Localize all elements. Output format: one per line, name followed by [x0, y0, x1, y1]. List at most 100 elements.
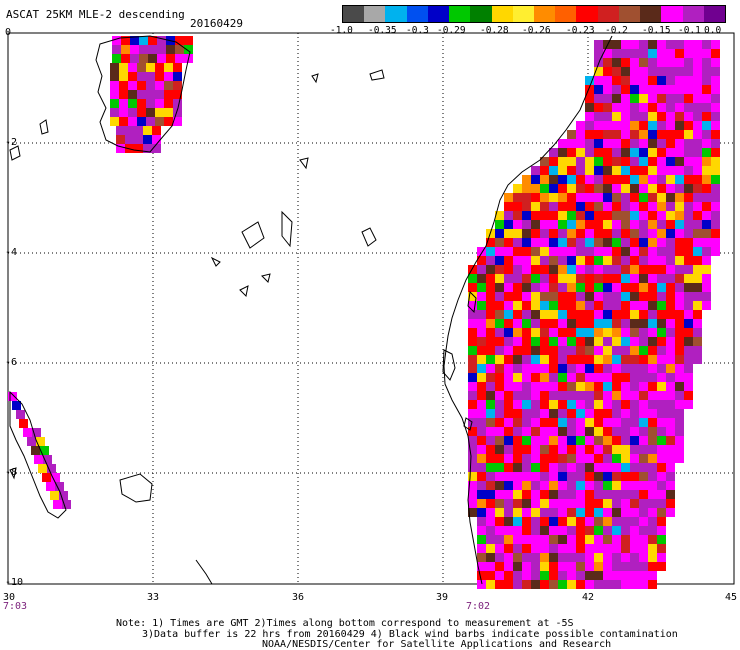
data-cell	[486, 373, 495, 382]
data-cell	[567, 265, 576, 274]
data-cell	[558, 490, 567, 499]
data-cell	[576, 193, 585, 202]
data-cell	[504, 337, 513, 346]
data-cell	[531, 562, 540, 571]
data-cell	[621, 328, 630, 337]
data-cell	[567, 175, 576, 184]
data-cell	[567, 220, 576, 229]
data-cell	[702, 220, 711, 229]
data-cell	[540, 463, 549, 472]
data-cell	[558, 463, 567, 472]
data-cell	[702, 139, 711, 148]
data-cell	[684, 121, 693, 130]
data-cell	[522, 202, 531, 211]
data-cell	[477, 562, 486, 571]
data-cell	[558, 346, 567, 355]
data-cell	[513, 526, 522, 535]
data-cell	[684, 355, 693, 364]
colorbar-swatch	[555, 6, 577, 22]
data-cell	[468, 490, 477, 499]
data-cell	[513, 481, 522, 490]
data-cell	[549, 400, 558, 409]
data-cell	[495, 373, 504, 382]
data-cell	[576, 373, 585, 382]
data-cell	[504, 301, 513, 310]
data-cell	[612, 166, 621, 175]
data-cell	[486, 256, 495, 265]
data-cell	[693, 67, 702, 76]
colorbar-swatch	[703, 6, 725, 22]
data-cell	[173, 81, 182, 90]
data-cell	[513, 256, 522, 265]
data-cell	[468, 292, 477, 301]
data-cell	[558, 499, 567, 508]
data-cell	[639, 193, 648, 202]
data-cell	[657, 193, 666, 202]
data-cell	[468, 346, 477, 355]
data-cell	[612, 310, 621, 319]
data-cell	[38, 464, 47, 473]
data-cell	[522, 490, 531, 499]
data-cell	[657, 121, 666, 130]
data-cell	[43, 455, 52, 464]
data-cell	[576, 220, 585, 229]
data-cell	[513, 211, 522, 220]
data-cell	[585, 391, 594, 400]
data-cell	[621, 166, 630, 175]
data-cell	[549, 283, 558, 292]
data-cell	[639, 103, 648, 112]
data-cell	[468, 391, 477, 400]
data-cell	[567, 400, 576, 409]
data-cell	[648, 76, 657, 85]
data-cell	[585, 526, 594, 535]
data-cell	[513, 454, 522, 463]
data-cell	[603, 148, 612, 157]
data-cell	[531, 364, 540, 373]
data-cell	[112, 45, 121, 54]
data-cell	[711, 103, 720, 112]
data-cell	[594, 391, 603, 400]
data-cell	[130, 54, 139, 63]
data-cell	[567, 490, 576, 499]
data-cell	[540, 193, 549, 202]
data-cell	[603, 436, 612, 445]
lon-label-4: 42	[582, 592, 595, 603]
data-cell	[576, 184, 585, 193]
data-cell	[648, 175, 657, 184]
data-cell	[603, 445, 612, 454]
data-cell	[477, 247, 486, 256]
data-cell	[513, 544, 522, 553]
data-cell	[173, 72, 182, 81]
data-cell	[603, 166, 612, 175]
data-cell	[576, 391, 585, 400]
data-cell	[675, 364, 684, 373]
data-cell	[495, 400, 504, 409]
data-cell	[648, 130, 657, 139]
data-cell	[576, 256, 585, 265]
data-cell	[630, 373, 639, 382]
data-cell	[612, 175, 621, 184]
data-cell	[522, 517, 531, 526]
data-cell	[711, 121, 720, 130]
data-cell	[495, 490, 504, 499]
data-cell	[522, 391, 531, 400]
data-cell	[173, 108, 182, 117]
data-cell	[540, 202, 549, 211]
lake-rukwa	[119, 473, 153, 503]
data-cell	[495, 463, 504, 472]
data-cell	[495, 526, 504, 535]
data-cell	[657, 166, 666, 175]
data-cell	[639, 553, 648, 562]
data-cell	[173, 63, 182, 72]
data-cell	[684, 130, 693, 139]
data-cell	[675, 58, 684, 67]
data-cell	[504, 229, 513, 238]
data-cell	[531, 427, 540, 436]
data-cell	[594, 220, 603, 229]
data-cell	[576, 265, 585, 274]
data-cell	[657, 58, 666, 67]
data-cell	[630, 409, 639, 418]
data-cell	[121, 45, 130, 54]
data-cell	[504, 508, 513, 517]
data-cell	[711, 211, 720, 220]
